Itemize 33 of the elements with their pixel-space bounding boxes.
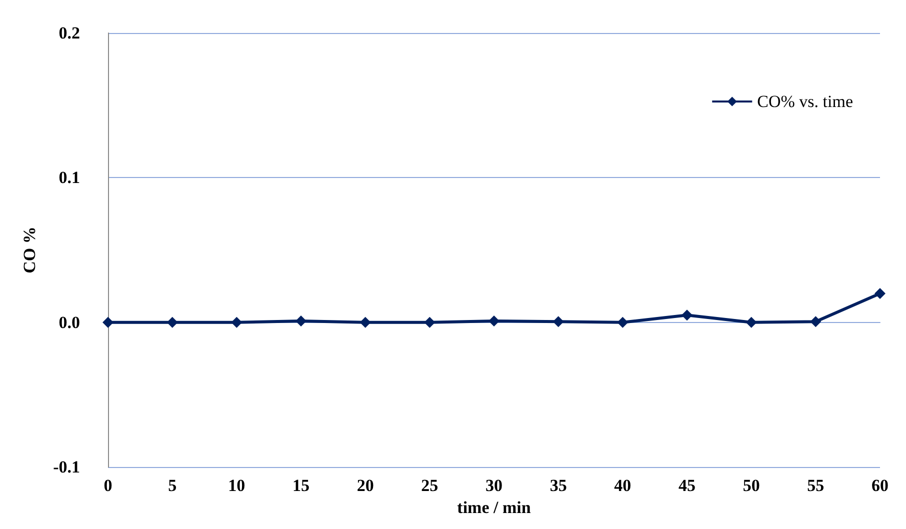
x-tick-label: 35	[550, 476, 567, 496]
point	[874, 288, 886, 299]
x-tick-label: 50	[742, 476, 760, 496]
point	[102, 316, 114, 328]
point	[166, 316, 178, 328]
point	[617, 316, 628, 328]
x-tick-label: 40	[614, 476, 632, 496]
y-tick-label: 0.2	[58, 24, 80, 42]
x-tick-label: 30	[486, 476, 502, 496]
x-tick-label: 10	[228, 476, 246, 496]
point	[682, 310, 692, 321]
point	[746, 316, 757, 328]
legend-label: CO% vs. time	[757, 92, 853, 111]
y-tick-label: -0.1	[53, 458, 80, 477]
point	[360, 316, 371, 328]
x-tick-label: 5	[168, 476, 177, 496]
x-tick-label: 60	[872, 476, 888, 496]
x-tick-label: 20	[356, 476, 374, 496]
point	[488, 315, 500, 326]
x-tick-label: 45	[678, 476, 696, 496]
y-tick-label: 0.0	[58, 312, 80, 332]
point	[552, 316, 564, 328]
x-tick-label: 0	[104, 476, 112, 496]
x-tick-label: 55	[807, 476, 824, 496]
x-axis-title: time / min	[457, 498, 532, 517]
point	[424, 316, 436, 328]
point	[231, 316, 242, 328]
point	[810, 316, 822, 328]
x-tick-label: 25	[421, 476, 438, 496]
point	[296, 315, 306, 326]
x-tick-label: 15	[292, 476, 310, 496]
y-tick-label: 0.1	[58, 168, 80, 188]
y-axis-title: CO %	[20, 226, 39, 274]
